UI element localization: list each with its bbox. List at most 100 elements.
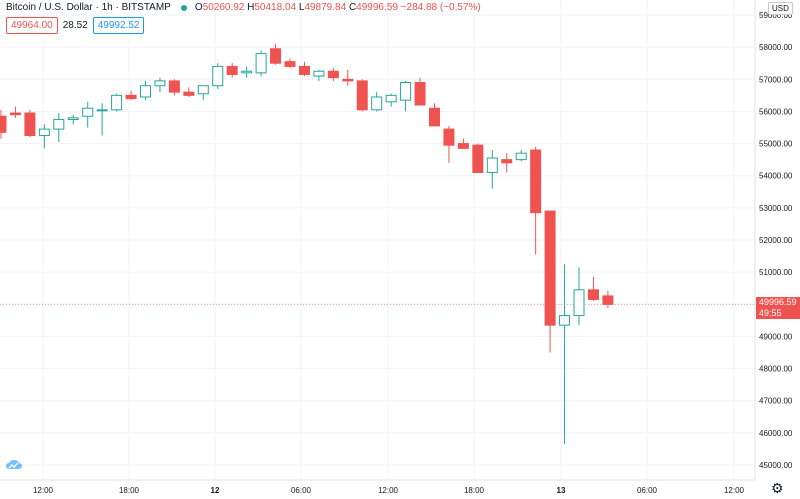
y-tick-label: 51000.00 [759, 268, 793, 277]
candle[interactable] [443, 125, 455, 163]
y-tick-label: 52000.00 [759, 236, 793, 245]
candle[interactable] [429, 103, 440, 127]
candle[interactable] [573, 267, 585, 326]
candle[interactable] [400, 80, 412, 112]
candle[interactable] [67, 114, 79, 125]
candle[interactable] [298, 61, 310, 77]
candle-body-up [38, 128, 50, 137]
y-tick-label: 47000.00 [759, 397, 793, 406]
candle-body-down [168, 80, 180, 93]
candle[interactable] [0, 109, 7, 139]
candle-body-down [0, 115, 7, 133]
candle-body-up [515, 152, 527, 161]
candle-body-down [24, 112, 36, 137]
close-label: C [348, 2, 357, 13]
candle-body-down [414, 82, 426, 106]
y-tick-label: 59000.00 [759, 11, 793, 20]
candle[interactable] [197, 85, 209, 101]
candle[interactable] [371, 92, 383, 112]
candle-body-up [53, 118, 65, 130]
y-tick-label: 48000.00 [759, 365, 793, 374]
candle[interactable] [53, 113, 65, 142]
y-tick-label: 56000.00 [759, 107, 793, 116]
candle[interactable] [472, 143, 484, 174]
candle[interactable] [255, 50, 267, 77]
y-tick-label: 55000.00 [759, 140, 793, 149]
candle-body-down [183, 91, 195, 96]
currency-button[interactable]: USD [768, 2, 793, 15]
candle[interactable] [587, 276, 599, 302]
sell-button[interactable]: 49964.00 [6, 17, 58, 34]
candle-body-down [457, 143, 469, 149]
x-tick-label: 12 [211, 486, 220, 495]
candle[interactable] [96, 103, 108, 136]
candle[interactable] [327, 68, 339, 81]
candle-body-up [96, 109, 108, 112]
candle[interactable] [24, 109, 36, 138]
candle-body-down [544, 210, 556, 326]
candle-body-up [212, 65, 224, 87]
candle[interactable] [82, 101, 94, 128]
candle[interactable] [602, 290, 614, 309]
chart-settings-gear-icon[interactable]: ⚙ [771, 480, 784, 496]
candle[interactable] [486, 150, 498, 189]
candle[interactable] [457, 138, 469, 149]
x-tick-label: 12:00 [724, 486, 745, 495]
candle-body-up [486, 157, 498, 174]
candle[interactable] [284, 58, 296, 69]
candle-body-up [559, 315, 571, 326]
candle[interactable] [342, 69, 354, 86]
bar-countdown: 49:55 [759, 308, 782, 318]
y-tick-label: 57000.00 [759, 75, 793, 84]
tradingview-logo-icon[interactable] [5, 459, 23, 473]
x-tick-label: 12:00 [33, 486, 54, 495]
candle-body-up [140, 85, 151, 98]
y-tick-label: 46000.00 [759, 429, 793, 438]
high-label: H [247, 2, 255, 13]
candle[interactable] [125, 90, 137, 101]
candle-body-up [385, 94, 397, 103]
open-value: 50260.92 [202, 2, 245, 13]
candle-body-down [327, 70, 339, 79]
x-tick-label: 18:00 [119, 486, 140, 495]
candle[interactable] [183, 87, 195, 97]
candle[interactable] [501, 153, 513, 173]
candle-body-down [429, 107, 440, 127]
candle[interactable] [559, 264, 571, 445]
candle[interactable] [414, 77, 426, 106]
candle[interactable] [544, 210, 556, 353]
candle[interactable] [241, 66, 253, 78]
buy-button[interactable]: 49992.52 [92, 17, 145, 34]
candle[interactable] [356, 79, 368, 112]
candle[interactable] [168, 79, 180, 96]
market-status-icon [180, 4, 187, 11]
candle-body-down [472, 144, 484, 174]
candle-body-up [313, 70, 325, 77]
candle[interactable] [313, 69, 325, 81]
x-tick-label: 06:00 [291, 486, 312, 495]
open-label: O [194, 2, 203, 13]
candle[interactable] [270, 43, 282, 65]
candle[interactable] [385, 93, 397, 107]
candles [0, 43, 614, 445]
y-tick-label: 54000.00 [759, 172, 793, 181]
candle-body-down [501, 159, 513, 164]
candle[interactable] [530, 146, 542, 255]
candle-body-up [82, 107, 94, 117]
candle[interactable] [140, 80, 151, 101]
candle[interactable] [38, 124, 50, 149]
candle[interactable] [154, 77, 166, 93]
candle[interactable] [515, 150, 527, 162]
candle-body-down [530, 149, 542, 214]
y-tick-label: 49000.00 [759, 332, 793, 341]
candle[interactable] [111, 93, 123, 112]
candle-body-up [400, 82, 412, 101]
low-label: L [298, 2, 305, 13]
symbol-title[interactable]: Bitcoin / U.S. Dollar · 1h · BITSTAMP [6, 2, 171, 13]
candle[interactable] [226, 63, 238, 78]
candle[interactable] [212, 63, 224, 89]
x-tick-label: 13 [557, 486, 566, 495]
candle[interactable] [9, 106, 21, 118]
candle-body-up [371, 96, 383, 111]
